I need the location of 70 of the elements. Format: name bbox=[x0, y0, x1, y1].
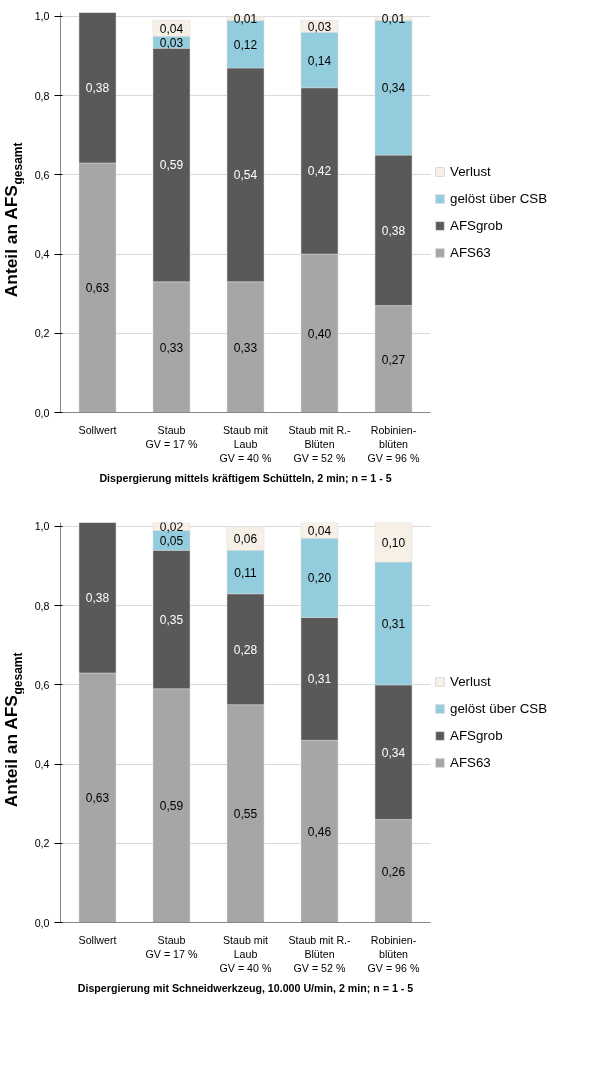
y-tick-label: 0,8 bbox=[34, 599, 50, 612]
legend-label: gelöst über CSB bbox=[450, 191, 548, 206]
legend-label: AFSgrob bbox=[450, 728, 503, 743]
data-label: 0,31 bbox=[381, 616, 406, 631]
data-label: 0,33 bbox=[159, 340, 184, 355]
x-tick-label: Sollwert bbox=[78, 933, 117, 946]
y-tick-label: 0,2 bbox=[34, 837, 50, 850]
y-tick-label: 0,0 bbox=[34, 916, 50, 929]
x-axis-title: Dispergierung mittels kräftigem Schütteln, 2 min; n = 1 - 5 bbox=[99, 472, 392, 485]
data-label: 0,28 bbox=[233, 642, 258, 657]
x-tick-label: Sollwert bbox=[78, 423, 117, 436]
data-label: 0,38 bbox=[85, 81, 110, 96]
data-label: 0,46 bbox=[307, 824, 332, 839]
data-label: 0,04 bbox=[307, 523, 332, 538]
data-label: 0,06 bbox=[233, 531, 258, 546]
data-label: 0,03 bbox=[307, 19, 332, 34]
y-tick-label: 0,6 bbox=[34, 168, 50, 181]
x-tick-label: Robinien- blüten GV = 96 % bbox=[367, 423, 420, 465]
y-axis-title: Anteil an AFSgesamt bbox=[0, 652, 25, 808]
data-label: 0,38 bbox=[381, 223, 406, 238]
data-label: 0,31 bbox=[307, 672, 332, 687]
y-tick-label: 0,4 bbox=[34, 248, 50, 261]
legend-label: Verlust bbox=[450, 674, 491, 689]
legend-label: Verlust bbox=[450, 164, 491, 179]
data-label: 0,55 bbox=[233, 807, 258, 822]
legend-label: AFSgrob bbox=[450, 218, 503, 233]
y-tick-label: 0,8 bbox=[34, 89, 50, 102]
data-label: 0,59 bbox=[159, 158, 184, 173]
data-label: 0,01 bbox=[233, 11, 258, 26]
data-label: 0,33 bbox=[233, 340, 258, 355]
data-label: 0,10 bbox=[381, 535, 406, 550]
x-tick-label: Staub mit R.- Blüten GV = 52 % bbox=[288, 423, 352, 465]
legend-label: AFS63 bbox=[450, 755, 491, 770]
data-label: 0,35 bbox=[159, 613, 184, 628]
y-tick-label: 1,0 bbox=[34, 10, 50, 23]
data-label: 0,63 bbox=[85, 281, 110, 296]
data-label: 0,02 bbox=[159, 519, 184, 534]
x-axis-title: Dispergierung mit Schneidwerkzeug, 10.000 U/min, 2 min; n = 1 - 5 bbox=[77, 982, 414, 995]
data-label: 0,12 bbox=[233, 37, 258, 52]
data-label: 0,40 bbox=[307, 326, 332, 341]
y-tick-label: 0,4 bbox=[34, 758, 50, 771]
data-label: 0,38 bbox=[85, 591, 110, 606]
data-label: 0,27 bbox=[381, 352, 406, 367]
y-axis-title: Anteil an AFSgesamt bbox=[0, 142, 25, 298]
data-label: 0,04 bbox=[159, 21, 184, 36]
legend-label: gelöst über CSB bbox=[450, 701, 548, 716]
data-label: 0,11 bbox=[234, 565, 258, 580]
x-tick-label: Staub GV = 17 % bbox=[145, 933, 198, 960]
data-label: 0,03 bbox=[159, 35, 184, 50]
data-label: 0,01 bbox=[381, 11, 406, 26]
legend-label: AFS63 bbox=[450, 245, 491, 260]
data-label: 0,34 bbox=[381, 81, 406, 96]
data-label: 0,05 bbox=[159, 533, 184, 548]
data-label: 0,59 bbox=[159, 799, 184, 814]
data-label: 0,34 bbox=[381, 745, 406, 760]
y-tick-label: 0,2 bbox=[34, 327, 50, 340]
x-tick-label: Staub mit Laub GV = 40 % bbox=[219, 423, 272, 465]
data-label: 0,14 bbox=[307, 53, 332, 68]
y-tick-label: 1,0 bbox=[34, 520, 50, 533]
data-label: 0,20 bbox=[307, 571, 332, 586]
data-label: 0,42 bbox=[307, 164, 332, 179]
x-tick-label: Staub mit R.- Blüten GV = 52 % bbox=[288, 933, 352, 975]
y-tick-label: 0,6 bbox=[34, 678, 50, 691]
data-label: 0,26 bbox=[381, 864, 406, 879]
x-tick-label: Staub mit Laub GV = 40 % bbox=[219, 933, 272, 975]
x-tick-label: Staub GV = 17 % bbox=[145, 423, 198, 450]
data-label: 0,54 bbox=[233, 168, 258, 183]
data-label: 0,63 bbox=[85, 791, 110, 806]
y-tick-label: 0,0 bbox=[34, 406, 50, 419]
x-tick-label: Robinien- blüten GV = 96 % bbox=[367, 933, 420, 975]
